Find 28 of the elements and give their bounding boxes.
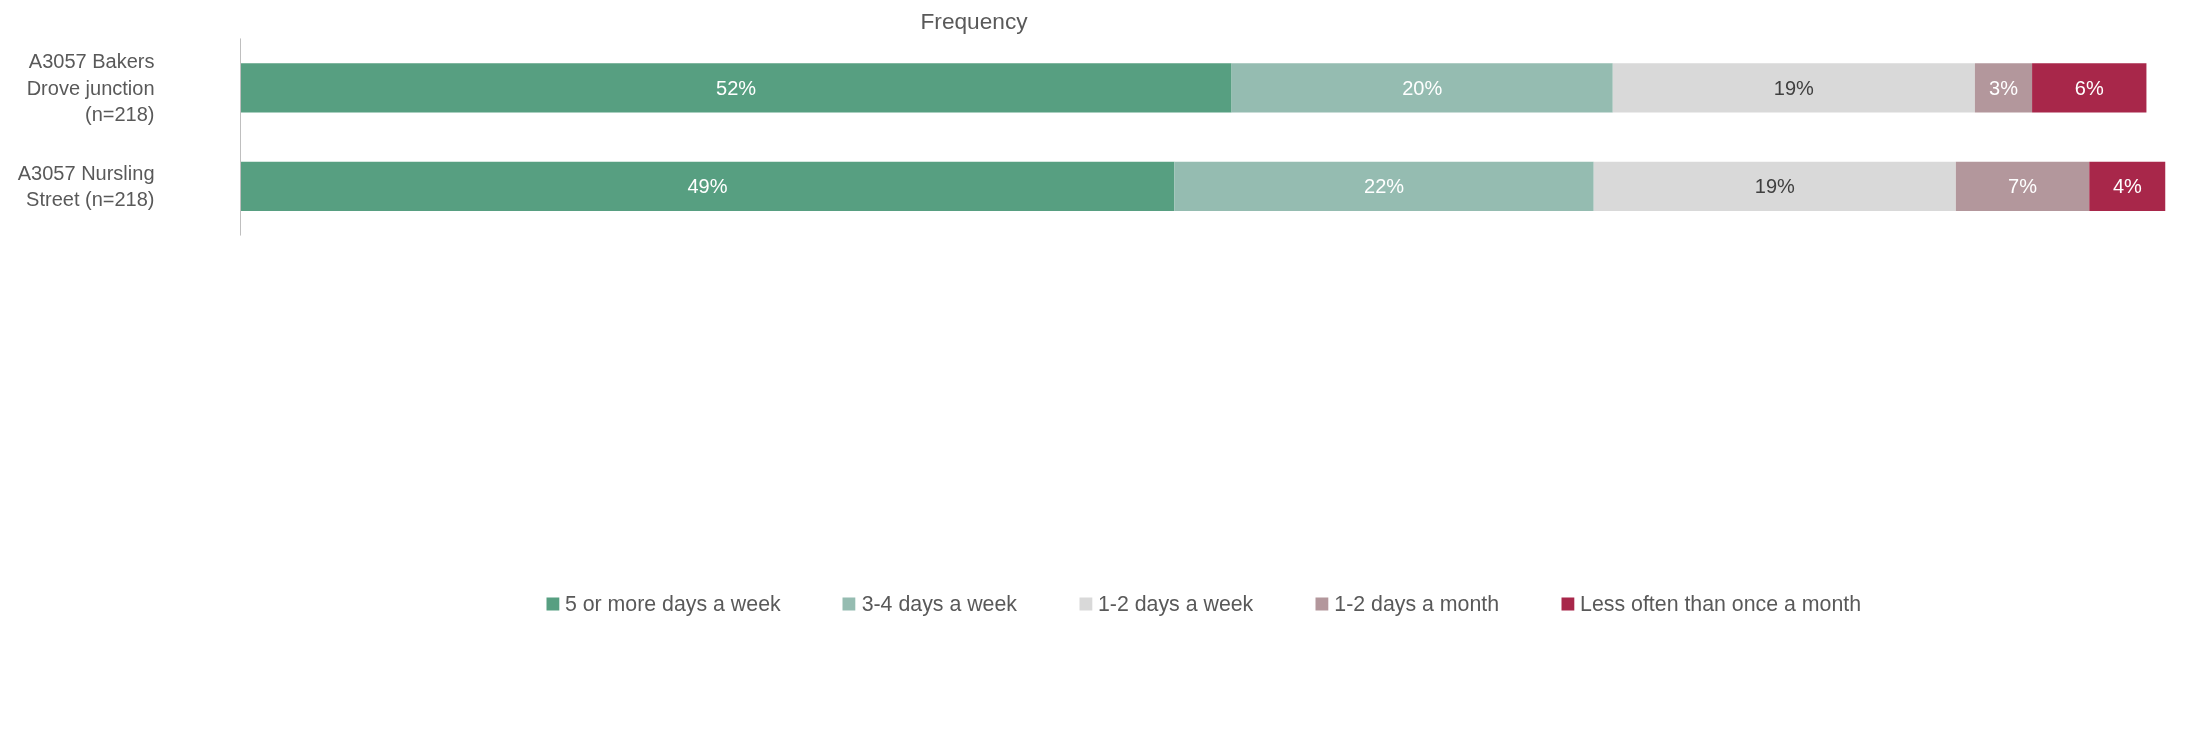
chart-title: Frequency bbox=[920, 7, 1029, 34]
legend-label: 1-2 days a month bbox=[1334, 591, 1500, 617]
bar bbox=[1955, 161, 2090, 211]
data-label: 52% bbox=[716, 76, 757, 99]
bar bbox=[1974, 63, 2033, 113]
data-label: 4% bbox=[2112, 175, 2143, 198]
data-label: 3% bbox=[1989, 76, 2019, 99]
bar bbox=[240, 161, 1175, 211]
data-label: 19% bbox=[1754, 175, 1796, 198]
data-label: 6% bbox=[2074, 76, 2104, 99]
data-label: 7% bbox=[2008, 175, 2038, 198]
bar bbox=[1593, 161, 1956, 211]
data-label: 19% bbox=[1773, 76, 1815, 99]
legend-label: 5 or more days a week bbox=[564, 591, 781, 617]
data-label: 22% bbox=[1364, 175, 1405, 198]
bar bbox=[2089, 161, 2166, 211]
bar bbox=[1231, 63, 1613, 113]
legend-label: Less often than once a month bbox=[1580, 591, 1862, 617]
bar bbox=[1174, 161, 1594, 211]
y-tick-label: A3057 Nursling Street (n=218) bbox=[17, 162, 155, 211]
legend-label: 1-2 days a week bbox=[1097, 591, 1254, 617]
y-tick-label: A3057 Bakers Drove junction (n=218) bbox=[26, 50, 155, 126]
legend-label: 3-4 days a week bbox=[861, 591, 1017, 617]
data-label: 49% bbox=[687, 175, 728, 198]
data-label: 20% bbox=[1402, 76, 1443, 99]
bar bbox=[1612, 63, 1975, 113]
bar bbox=[2032, 63, 2147, 113]
bar bbox=[240, 63, 1232, 113]
